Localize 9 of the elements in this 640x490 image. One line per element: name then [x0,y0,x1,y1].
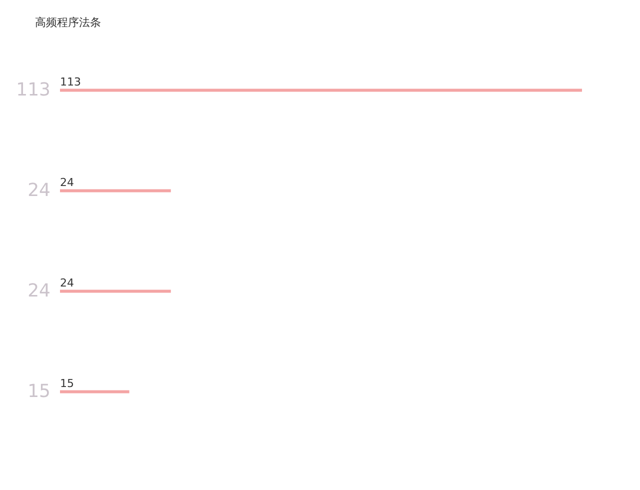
data-label: 113 [16,79,50,100]
data-label: 15 [28,380,50,402]
data-label: 24 [28,180,50,201]
y-tick-label: 24 [60,276,74,290]
y-tick-label: 113 [60,75,81,88]
data-label: 24 [28,280,50,302]
chart-title: 高频程序法条 [35,16,101,29]
y-tick-label: 15 [60,376,74,390]
y-tick-label: 24 [60,176,74,189]
